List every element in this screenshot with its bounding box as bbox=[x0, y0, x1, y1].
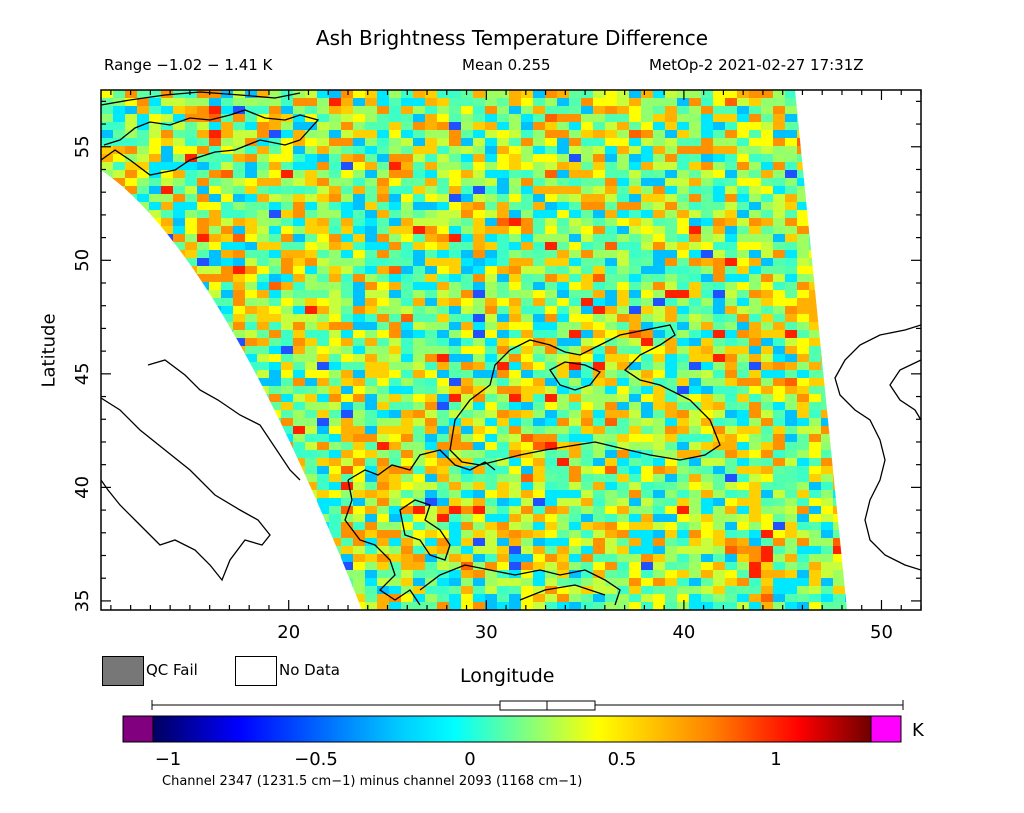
x-tick-label: 30 bbox=[475, 622, 498, 643]
qc-fail-swatch bbox=[102, 656, 144, 686]
no-data-label: No Data bbox=[279, 661, 340, 679]
y-tick-label: 45 bbox=[72, 362, 93, 385]
x-tick-label: 20 bbox=[277, 622, 300, 643]
mean-label: Mean 0.255 bbox=[462, 56, 551, 74]
y-tick-label: 40 bbox=[72, 476, 93, 499]
colorbar-tick-label: 1 bbox=[770, 749, 782, 770]
range-label: Range −1.02 − 1.41 K bbox=[104, 56, 273, 74]
colorbar-tick-label: 0.5 bbox=[607, 749, 637, 770]
ash-btd-swath bbox=[101, 90, 847, 610]
y-tick-label: 50 bbox=[72, 249, 93, 272]
y-tick-label: 55 bbox=[72, 135, 93, 158]
x-axis-label: Longitude bbox=[460, 665, 555, 687]
no-data-swatch bbox=[235, 656, 277, 686]
y-tick-label: 35 bbox=[72, 589, 93, 612]
colorbar-tick-label: −1 bbox=[154, 749, 182, 770]
plot-title: Ash Brightness Temperature Difference bbox=[315, 26, 709, 50]
colorbar-tick-label: 0 bbox=[464, 749, 476, 770]
plot-frame bbox=[100, 89, 922, 611]
satellite-time-label: MetOp-2 2021-02-27 17:31Z bbox=[649, 56, 864, 74]
colorbar-tick-label: −0.5 bbox=[294, 749, 338, 770]
y-axis-label: Latitude bbox=[38, 313, 60, 388]
channel-note: Channel 2347 (1231.5 cm−1) minus channel… bbox=[162, 774, 583, 789]
colorbar-unit: K bbox=[912, 720, 924, 741]
x-tick-label: 50 bbox=[870, 622, 893, 643]
coastlines bbox=[101, 91, 921, 606]
x-tick-label: 40 bbox=[672, 622, 695, 643]
qc-fail-label: QC Fail bbox=[146, 661, 198, 679]
